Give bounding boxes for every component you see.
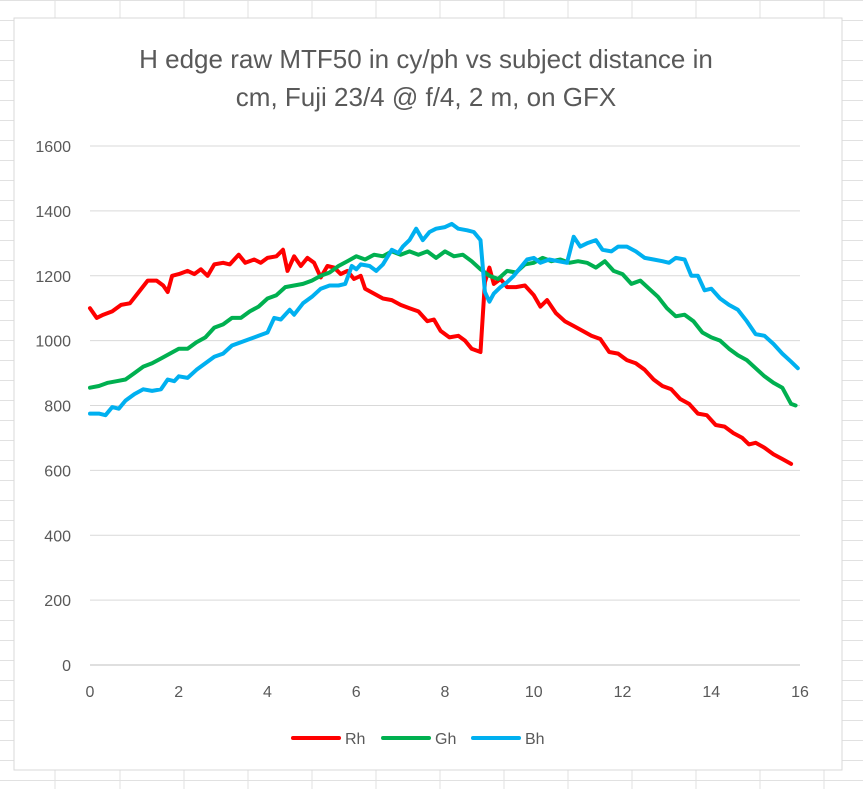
x-tick-label: 2 [174,684,183,701]
y-tick-label: 200 [44,593,71,610]
y-axis-tick-labels: 0 200 400 600 800 1000 1200 1400 1600 [35,139,71,675]
x-tick-label: 0 [86,684,95,701]
y-tick-label: 1600 [35,139,71,156]
x-tick-label: 4 [263,684,272,701]
x-tick-label: 12 [614,684,632,701]
legend-label: Bh [525,731,545,748]
legend-item-bh[interactable]: Bh [471,731,545,748]
legend-item-gh[interactable]: Gh [381,731,456,748]
y-tick-label: 1200 [35,269,71,286]
x-tick-label: 16 [791,684,809,701]
x-tick-label: 6 [352,684,361,701]
y-tick-label: 400 [44,528,71,545]
y-tick-label: 0 [62,658,71,675]
x-tick-label: 10 [525,684,543,701]
x-tick-label: 8 [441,684,450,701]
legend[interactable]: Rh Gh Bh [291,731,545,748]
plot-series [88,221,800,466]
y-tick-label: 800 [44,399,71,416]
y-tick-label: 1000 [35,334,71,351]
chart-title-line-1: H edge raw MTF50 in cy/ph vs subject dis… [139,44,713,74]
x-tick-label: 14 [702,684,720,701]
chart-title-line-2: cm, Fuji 23/4 @ f/4, 2 m, on GFX [236,82,616,112]
x-axis-tick-labels: 0 2 4 6 8 10 12 14 16 [86,684,809,701]
series-line-rh [88,247,794,466]
legend-label: Rh [345,731,365,748]
series-line-gh [88,249,798,408]
legend-item-rh[interactable]: Rh [291,731,365,748]
y-tick-label: 1400 [35,204,71,221]
chart-area[interactable] [13,17,843,771]
y-gridlines [90,145,800,666]
series-line-bh [88,221,800,418]
y-tick-label: 600 [44,463,71,480]
legend-label: Gh [435,731,456,748]
